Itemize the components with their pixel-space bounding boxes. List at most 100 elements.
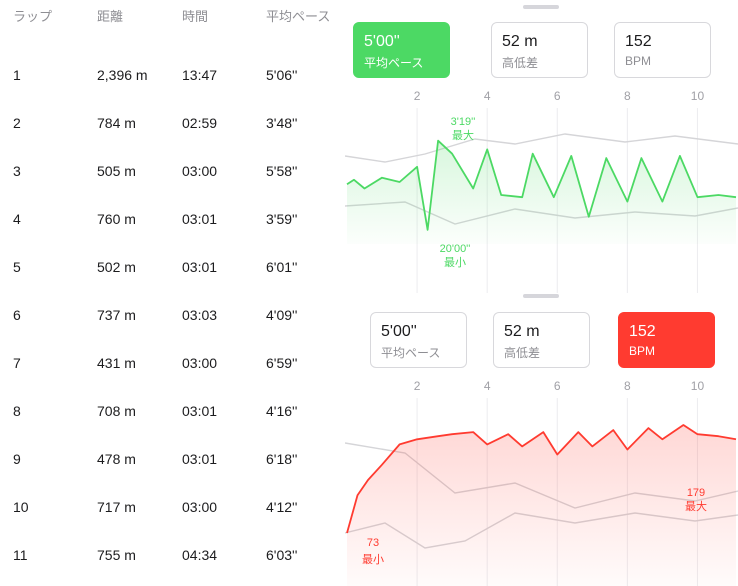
lap-pace: 6'03'': [266, 547, 298, 563]
pace-chart-panel: 5'00'' 平均ペース 52 m 高低差 152 BPM 2 4 6 8 10 3'1…: [345, 0, 738, 293]
x-tick-label: 8: [624, 89, 631, 103]
lap-number: 2: [13, 115, 21, 131]
avg-pace-value: 5'00'': [364, 33, 400, 50]
lap-distance: 755 m: [97, 547, 136, 563]
avg-pace-value: 5'00'': [381, 323, 417, 340]
lap-pace: 5'06'': [266, 67, 298, 83]
lap-distance: 760 m: [97, 211, 136, 227]
elevation-label: 高低差: [504, 346, 541, 360]
lap-row[interactable]: 4 760 m 03:01 3'59'': [0, 211, 345, 233]
lap-number: 5: [13, 259, 21, 275]
x-tick-label: 2: [414, 89, 421, 103]
lap-row[interactable]: 9 478 m 03:01 6'18'': [0, 451, 345, 473]
lap-number: 7: [13, 355, 21, 371]
x-tick-label: 4: [484, 89, 491, 103]
lap-table: ラップ 距離 時間 平均ペース 1 2,396 m 13:47 5'06'' 2 784 …: [0, 0, 345, 586]
lap-row[interactable]: 10 717 m 03:00 4'12'': [0, 499, 345, 521]
elevation-value: 52 m: [502, 33, 538, 50]
lap-time: 03:01: [182, 403, 218, 419]
sheet-grabber[interactable]: [523, 5, 559, 9]
hr-chart[interactable]: 2 4 6 8 10 179 最大: [345, 373, 738, 586]
lap-distance: 2,396 m: [97, 67, 148, 83]
lap-time: 03:01: [182, 211, 218, 227]
lap-pace: 6'59'': [266, 355, 298, 371]
avg-pace-card[interactable]: 5'00'' 平均ペース: [353, 22, 450, 78]
lap-number: 8: [13, 403, 21, 419]
elevation-card[interactable]: 52 m 高低差: [493, 312, 590, 368]
bpm-label: BPM: [629, 344, 656, 358]
lap-time: 04:34: [182, 547, 218, 563]
bpm-card[interactable]: 152 BPM: [614, 22, 711, 78]
lap-time: 03:03: [182, 307, 218, 323]
pace-max-value: 3'19'': [451, 116, 476, 128]
x-tick-label: 10: [691, 89, 705, 103]
pace-min-value: 20'00'': [440, 243, 471, 255]
lap-number: 3: [13, 163, 21, 179]
avg-pace-label: 平均ペース: [364, 56, 424, 70]
pace-max-label: 最大: [452, 128, 474, 142]
lap-distance: 505 m: [97, 163, 136, 179]
lap-pace: 6'18'': [266, 451, 298, 467]
lap-time: 03:00: [182, 499, 218, 515]
lap-pace: 6'01'': [266, 259, 298, 275]
lap-pace: 4'16'': [266, 403, 298, 419]
lap-number: 9: [13, 451, 21, 467]
lap-time: 02:59: [182, 115, 218, 131]
lap-number: 10: [13, 499, 29, 515]
bpm-value: 152: [625, 33, 652, 50]
lap-distance: 784 m: [97, 115, 136, 131]
bpm-card[interactable]: 152 BPM: [618, 312, 715, 368]
lap-pace: 3'59'': [266, 211, 298, 227]
pace-min-label: 最小: [444, 256, 466, 269]
header-time: 時間: [182, 9, 209, 24]
elevation-value: 52 m: [504, 323, 540, 340]
lap-row[interactable]: 6 737 m 03:03 4'09'': [0, 307, 345, 329]
lap-number: 4: [13, 211, 21, 227]
elevation-card[interactable]: 52 m 高低差: [491, 22, 588, 78]
lap-table-header: ラップ 距離 時間 平均ペース: [0, 6, 345, 26]
avg-pace-card[interactable]: 5'00'' 平均ペース: [370, 312, 467, 368]
hr-line: [346, 424, 737, 534]
lap-number: 11: [13, 547, 28, 563]
lap-row[interactable]: 7 431 m 03:00 6'59'': [0, 355, 345, 377]
pace-line: [346, 139, 737, 231]
lap-row[interactable]: 5 502 m 03:01 6'01'': [0, 259, 345, 281]
hr-max-label: 最大: [685, 499, 707, 513]
lap-distance: 717 m: [97, 499, 136, 515]
x-tick-label: 8: [624, 379, 631, 393]
lap-pace: 3'48'': [266, 115, 298, 131]
lap-row[interactable]: 3 505 m 03:00 5'58'': [0, 163, 345, 185]
lap-time: 03:00: [182, 163, 218, 179]
bpm-label: BPM: [625, 54, 652, 68]
hr-ghost-line: [345, 133, 738, 163]
x-tick-label: 4: [484, 379, 491, 393]
lap-row[interactable]: 8 708 m 03:01 4'16'': [0, 403, 345, 425]
hr-max-value: 179: [687, 487, 705, 499]
hr-area: [347, 425, 736, 586]
lap-distance: 502 m: [97, 259, 136, 275]
elevation-label: 高低差: [502, 56, 539, 70]
lap-row[interactable]: 1 2,396 m 13:47 5'06'': [0, 67, 345, 89]
lap-time: 03:01: [182, 451, 218, 467]
sheet-grabber[interactable]: [523, 294, 559, 298]
lap-pace: 4'09'': [266, 307, 298, 323]
lap-time: 13:47: [182, 67, 218, 83]
x-tick-label: 10: [691, 379, 705, 393]
lap-row[interactable]: 2 784 m 02:59 3'48'': [0, 115, 345, 137]
x-tick-label: 2: [414, 379, 421, 393]
hr-min-value: 73: [366, 537, 380, 549]
pace-chart[interactable]: 2 4 6 8 10 3'19'' 最大 20'00'' 最小: [345, 84, 738, 293]
lap-distance: 708 m: [97, 403, 136, 419]
lap-time: 03:01: [182, 259, 218, 275]
hr-min-label: 最小: [362, 554, 384, 566]
hr-chart-panel: 5'00'' 平均ペース 52 m 高低差 152 BPM 2 4 6 8 10 179…: [345, 293, 738, 586]
lap-time: 03:00: [182, 355, 218, 371]
lap-row[interactable]: 11 755 m 04:34 6'03'': [0, 547, 345, 569]
x-tick-label: 6: [554, 89, 561, 103]
avg-pace-label: 平均ペース: [381, 346, 441, 360]
bpm-value: 152: [629, 323, 656, 340]
x-tick-label: 6: [554, 379, 561, 393]
lap-pace: 4'12'': [266, 499, 298, 515]
header-pace: 平均ペース: [266, 9, 331, 24]
lap-distance: 478 m: [97, 451, 136, 467]
